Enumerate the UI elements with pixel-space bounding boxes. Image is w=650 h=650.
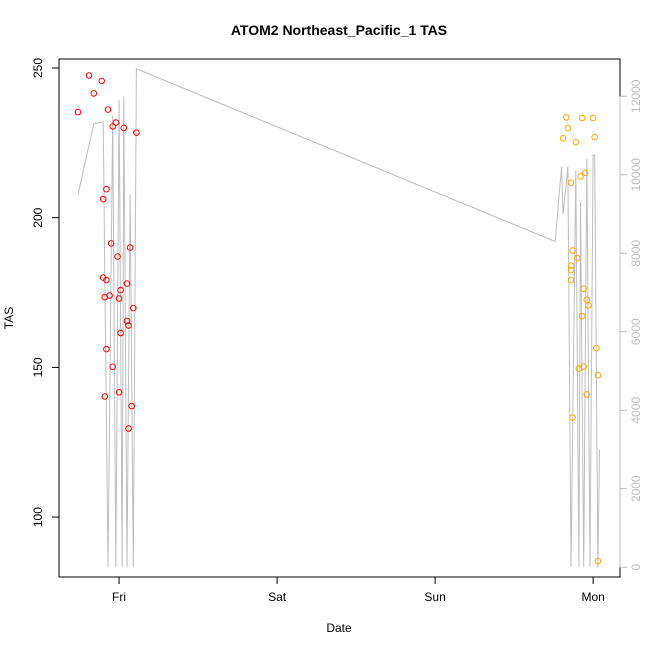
data-point-series-1-12 bbox=[107, 240, 115, 247]
data-point-series-2-8 bbox=[581, 169, 589, 177]
data-point-series-1-27 bbox=[109, 363, 116, 371]
data-point-series-1-26 bbox=[103, 345, 110, 353]
plot-frame bbox=[58, 58, 621, 578]
data-point-series-1-9 bbox=[133, 129, 140, 136]
data-point-series-2-7 bbox=[572, 138, 580, 146]
data-point-series-2-15 bbox=[567, 276, 575, 284]
data-point-series-2-22 bbox=[575, 365, 583, 372]
data-point-series-1-22 bbox=[130, 304, 137, 312]
y2-tick-label: 2000 bbox=[629, 475, 643, 502]
y-tick-label: 250 bbox=[31, 58, 45, 78]
data-point-series-1-14 bbox=[114, 253, 121, 260]
y-tick-label: 200 bbox=[31, 207, 45, 227]
data-point-series-1-17 bbox=[123, 280, 131, 287]
data-point-series-1-7 bbox=[112, 119, 120, 126]
axes: Fri Sat Sun Mon 100 150 200 250 0 2000 4000 6000 800… bbox=[31, 58, 643, 604]
y2-tick-label: 6000 bbox=[629, 318, 643, 345]
data-point-series-1-18 bbox=[117, 286, 124, 294]
y2-tick-label: 8000 bbox=[629, 240, 643, 267]
data-point-series-1-10 bbox=[103, 185, 110, 193]
data-point-series-2-25 bbox=[569, 414, 576, 421]
x-tick-label: Fri bbox=[112, 590, 126, 604]
data-point-series-1-20 bbox=[106, 292, 113, 299]
data-point-series-1-30 bbox=[128, 402, 135, 410]
data-point-series-2-13 bbox=[567, 262, 575, 269]
data-point-series-1-11 bbox=[99, 195, 107, 203]
x-tick-label: Mon bbox=[581, 590, 604, 604]
y2-tick-label: 4000 bbox=[629, 397, 643, 424]
x-tick-label: Sun bbox=[424, 590, 445, 604]
data-point-series-2-9 bbox=[577, 173, 584, 180]
y-axis-label: TAS bbox=[2, 307, 16, 329]
data-point-series-1-8 bbox=[120, 124, 128, 132]
data-point-series-1-4 bbox=[98, 77, 105, 85]
data-point-series-1-3 bbox=[90, 90, 98, 97]
data-point-series-2-19 bbox=[578, 312, 586, 320]
data-point-series-2-16 bbox=[580, 285, 588, 293]
data-point-series-2-5 bbox=[559, 135, 567, 142]
plot-area bbox=[74, 68, 602, 568]
altitude-line bbox=[77, 68, 600, 568]
data-point-series-1-2 bbox=[85, 72, 93, 79]
data-point-series-2-3 bbox=[589, 114, 597, 122]
data-point-series-2-17 bbox=[583, 296, 591, 304]
data-point-series-2-20 bbox=[593, 344, 600, 352]
x-tick-label: Sat bbox=[268, 590, 287, 604]
data-point-series-2-1 bbox=[563, 114, 570, 121]
data-point-series-2-4 bbox=[564, 124, 572, 132]
chart-title: ATOM2 Northeast_Pacific_1 TAS bbox=[231, 22, 447, 38]
data-point-series-2-10 bbox=[567, 179, 575, 186]
data-point-series-2-14 bbox=[567, 266, 575, 274]
data-point-series-1-5 bbox=[104, 106, 112, 113]
x-axis-label: Date bbox=[326, 621, 352, 635]
data-point-series-1-29 bbox=[101, 393, 109, 400]
y2-tick-label: 12000 bbox=[629, 79, 643, 113]
y2-tick-label: 10000 bbox=[629, 158, 643, 192]
data-point-series-2-11 bbox=[569, 247, 576, 254]
data-point-series-1-28 bbox=[115, 389, 123, 396]
data-point-series-1-16 bbox=[103, 276, 110, 284]
data-point-series-1-24 bbox=[125, 322, 132, 329]
data-point-series-1-6 bbox=[109, 123, 116, 130]
data-point-series-2-23 bbox=[594, 371, 602, 379]
data-point-series-1-21 bbox=[115, 295, 123, 302]
data-point-series-2-24 bbox=[583, 391, 591, 398]
data-point-series-1-1 bbox=[74, 108, 82, 116]
data-point-series-1-23 bbox=[123, 317, 131, 325]
data-point-series-2-12 bbox=[574, 254, 581, 262]
data-point-series-2-26 bbox=[594, 557, 602, 565]
y2-tick-label: 0 bbox=[629, 564, 643, 571]
data-point-series-2-6 bbox=[591, 133, 599, 141]
data-point-series-2-2 bbox=[578, 114, 586, 122]
data-point-series-1-13 bbox=[126, 244, 134, 251]
data-point-series-2-18 bbox=[585, 302, 592, 309]
y-tick-label: 150 bbox=[31, 357, 45, 377]
data-point-series-1-25 bbox=[117, 329, 124, 337]
y-tick-label: 100 bbox=[31, 507, 45, 527]
data-point-series-1-31 bbox=[125, 425, 132, 432]
